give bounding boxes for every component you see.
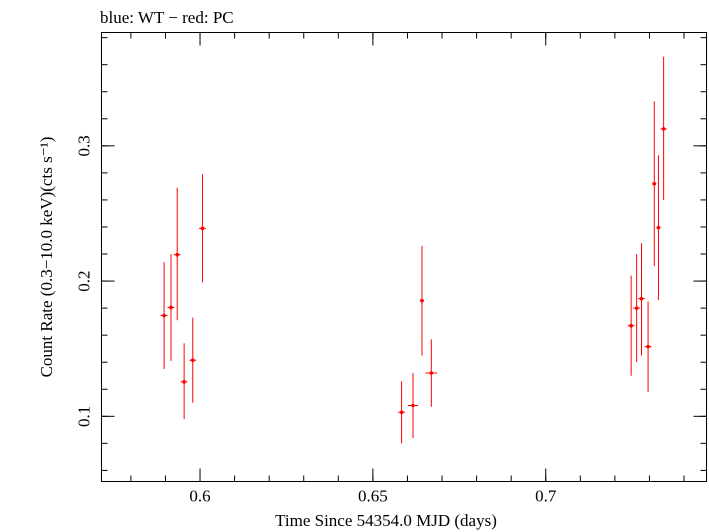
data-points bbox=[160, 56, 667, 444]
data-point bbox=[656, 155, 661, 301]
data-marker bbox=[190, 358, 195, 362]
data-point bbox=[398, 381, 406, 444]
data-point bbox=[198, 174, 206, 283]
data-point bbox=[652, 101, 657, 267]
data-marker bbox=[661, 127, 666, 131]
data-point bbox=[173, 187, 181, 321]
data-point bbox=[633, 254, 641, 363]
data-point bbox=[189, 317, 197, 403]
data-marker bbox=[169, 305, 173, 310]
y-axis-label: Count Rate (0.3−10.0 keV)(cts s⁻¹) bbox=[37, 137, 56, 378]
data-point bbox=[638, 243, 645, 356]
data-marker bbox=[429, 371, 434, 375]
data-marker bbox=[162, 313, 166, 318]
data-marker bbox=[656, 225, 661, 230]
data-point bbox=[425, 339, 438, 407]
y-tick-label: 0.1 bbox=[75, 406, 94, 427]
data-marker bbox=[634, 306, 639, 310]
major-ticks bbox=[101, 32, 707, 482]
chart-title: blue: WT − red: PC bbox=[100, 8, 234, 27]
data-marker bbox=[411, 403, 415, 408]
plot-frame bbox=[101, 32, 707, 482]
data-marker bbox=[399, 410, 404, 415]
data-point bbox=[167, 254, 175, 361]
data-marker bbox=[200, 226, 205, 231]
x-axis-label: Time Since 54354.0 MJD (days) bbox=[275, 511, 497, 530]
y-tick-label: 0.3 bbox=[75, 135, 94, 156]
x-tick-labels: 0.6 0.65 0.7 bbox=[189, 487, 556, 506]
data-marker bbox=[182, 380, 186, 384]
minor-ticks bbox=[101, 32, 707, 482]
data-marker bbox=[646, 344, 650, 349]
data-marker bbox=[420, 298, 424, 303]
y-tick-labels: 0.1 0.2 0.3 bbox=[75, 135, 94, 427]
data-marker bbox=[652, 181, 657, 186]
data-point bbox=[180, 343, 188, 420]
data-marker bbox=[629, 323, 633, 328]
x-tick-label: 0.6 bbox=[189, 487, 210, 506]
data-point bbox=[644, 301, 652, 392]
data-marker bbox=[175, 252, 180, 257]
data-point bbox=[160, 262, 168, 369]
y-tick-label: 0.2 bbox=[75, 270, 94, 291]
data-point bbox=[419, 245, 425, 356]
x-tick-label: 0.65 bbox=[358, 487, 388, 506]
data-point bbox=[407, 373, 419, 438]
x-tick-label: 0.7 bbox=[535, 487, 557, 506]
data-marker bbox=[639, 296, 644, 301]
data-point bbox=[627, 275, 635, 376]
data-point bbox=[660, 56, 667, 200]
